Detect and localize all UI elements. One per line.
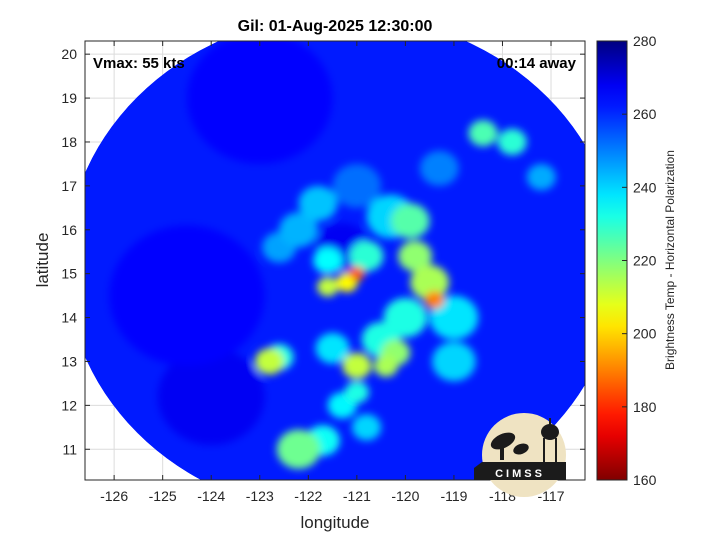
chart-title: Gil: 01-Aug-2025 12:30:00 (238, 18, 433, 35)
y-tick-label: 12 (61, 397, 77, 413)
brightness-feature (317, 277, 339, 297)
brightness-feature (157, 348, 265, 445)
brightness-feature (298, 185, 338, 221)
brightness-feature (109, 225, 265, 366)
brightness-feature (468, 120, 498, 147)
colorbar: 160 180 200 220 240 260 280 Brightness Temp - … (596, 33, 677, 488)
plot-frame (84, 40, 586, 481)
colorbar-tick-label: 260 (633, 106, 657, 122)
y-tick-label: 17 (61, 178, 77, 194)
colorbar-tick-label: 200 (633, 326, 657, 342)
colorbar-tick-label: 240 (633, 179, 657, 195)
brightness-feature (186, 41, 333, 164)
convective-features (109, 41, 556, 470)
x-tick-label: -121 (343, 488, 371, 504)
brightness-feature (398, 240, 433, 272)
y-tick-label: 18 (61, 134, 77, 150)
brightness-feature (349, 266, 365, 281)
brightness-feature (373, 354, 399, 377)
brightness-feature (313, 247, 343, 274)
brightness-feature (351, 414, 382, 441)
y-axis: 11 12 13 14 15 16 17 18 19 20 (61, 46, 585, 457)
logo-ground-icon (474, 462, 566, 480)
brightness-feature (349, 240, 384, 272)
y-tick-label: 19 (61, 90, 77, 106)
cimss-logo: CIMSS (474, 413, 566, 497)
logo-watertower-icon (541, 418, 559, 463)
y-tick-label: 11 (62, 441, 77, 457)
brightness-feature (410, 264, 450, 301)
logo-text: CIMSS (495, 468, 545, 480)
brightness-feature (432, 341, 476, 382)
x-tick-label: -117 (538, 488, 565, 504)
colorbar-tick-label: 180 (633, 399, 657, 415)
x-tick-label: -119 (440, 488, 467, 504)
brightness-feature (342, 352, 372, 380)
brightness-feature (424, 291, 445, 309)
brightness-feature (315, 332, 350, 364)
y-tick-label: 14 (61, 310, 77, 326)
brightness-feature (344, 381, 369, 404)
y-tick-label: 20 (61, 46, 77, 62)
x-axis-label: longitude (300, 513, 369, 532)
x-tick-label: -124 (197, 488, 225, 504)
y-tick-label: 15 (61, 266, 77, 282)
logo-dish-icon (490, 432, 529, 460)
brightness-feature (497, 128, 527, 156)
x-tick-label: -126 (100, 488, 128, 504)
colorbar-label: Brightness Temp - Horizontal Polarizatio… (663, 150, 677, 370)
time-offset-annotation: 00:14 away (497, 55, 577, 72)
brightness-feature (429, 295, 479, 340)
colorbar-tick-label: 160 (633, 472, 657, 488)
vmax-annotation: Vmax: 55 kts (93, 55, 185, 72)
brightness-feature (254, 348, 285, 375)
y-tick-label: 16 (61, 222, 77, 238)
swath-group (85, 41, 585, 480)
y-axis-label: latitude (33, 233, 52, 288)
x-axis: -126 -125 -124 -123 -122 -121 -120 -119 -118 -117 (100, 41, 565, 504)
colorbar-ticks: 160 180 200 220 240 260 280 (622, 33, 657, 488)
x-tick-label: -123 (246, 488, 274, 504)
brightness-feature (419, 150, 459, 186)
brightness-feature (279, 212, 319, 248)
colorbar-tick-label: 220 (633, 253, 657, 269)
x-tick-label: -120 (391, 488, 419, 504)
brightness-feature (526, 163, 556, 191)
brightness-feature (276, 429, 321, 470)
x-tick-label: -125 (149, 488, 177, 504)
brightness-feature (332, 163, 382, 208)
brightness-feature (390, 203, 430, 239)
y-tick-label: 13 (61, 353, 77, 369)
colorbar-tick-label: 280 (633, 33, 657, 49)
x-tick-label: -122 (294, 488, 322, 504)
